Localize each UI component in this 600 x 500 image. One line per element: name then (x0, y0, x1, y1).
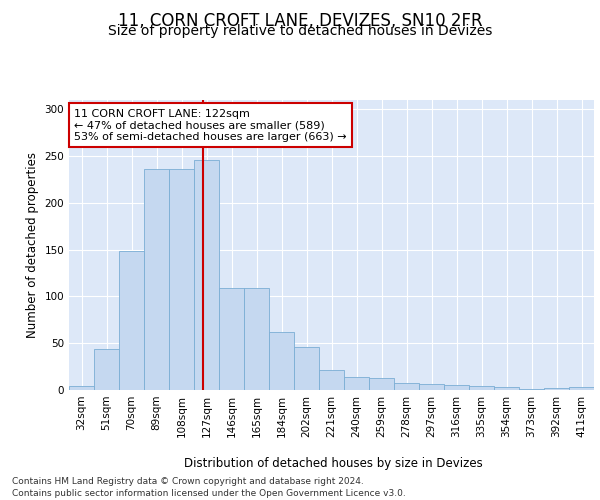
Text: Distribution of detached houses by size in Devizes: Distribution of detached houses by size … (184, 458, 482, 470)
Bar (494, 387, 519, 390)
Bar (119, 250, 144, 390)
Bar (294, 347, 319, 390)
Bar (94, 349, 119, 390)
Bar (519, 389, 544, 390)
Bar (394, 382, 419, 390)
Bar (469, 386, 494, 390)
Bar (569, 387, 594, 390)
Bar (194, 160, 219, 390)
Bar (144, 169, 169, 390)
Bar (269, 332, 294, 390)
Bar (319, 370, 344, 390)
Bar (544, 388, 569, 390)
Bar (369, 378, 394, 390)
Bar (169, 169, 194, 390)
Text: Size of property relative to detached houses in Devizes: Size of property relative to detached ho… (108, 24, 492, 38)
Bar (344, 377, 369, 390)
Text: 11 CORN CROFT LANE: 122sqm
← 47% of detached houses are smaller (589)
53% of sem: 11 CORN CROFT LANE: 122sqm ← 47% of deta… (74, 108, 347, 142)
Y-axis label: Number of detached properties: Number of detached properties (26, 152, 39, 338)
Bar (244, 288, 269, 390)
Text: 11, CORN CROFT LANE, DEVIZES, SN10 2FR: 11, CORN CROFT LANE, DEVIZES, SN10 2FR (118, 12, 482, 30)
Bar (69, 386, 94, 390)
Bar (444, 386, 469, 390)
Bar (219, 288, 244, 390)
Text: Contains HM Land Registry data © Crown copyright and database right 2024.: Contains HM Land Registry data © Crown c… (12, 478, 364, 486)
Bar (419, 384, 444, 390)
Text: Contains public sector information licensed under the Open Government Licence v3: Contains public sector information licen… (12, 489, 406, 498)
